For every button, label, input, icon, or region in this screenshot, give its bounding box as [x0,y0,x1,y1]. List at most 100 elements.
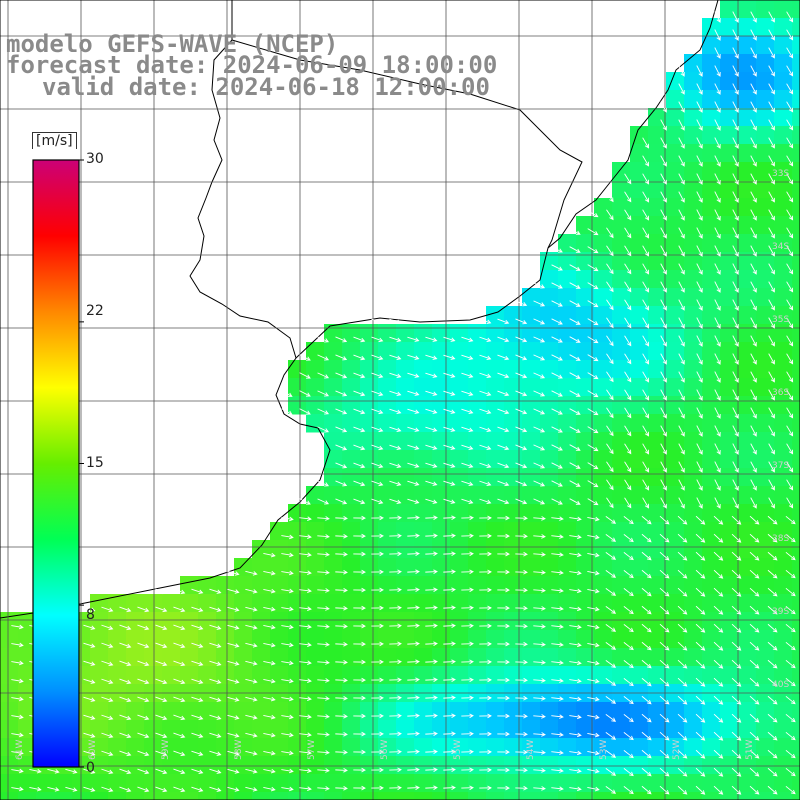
wind-arrow [209,642,222,648]
wind-arrow [371,318,384,325]
wind-arrow [641,749,652,759]
wind-speed-cell [792,126,800,145]
wind-arrow [551,624,564,629]
wind-arrow [335,354,348,361]
wind-arrow [750,227,757,239]
wind-speed-cell [0,666,19,685]
wind-speed-cell [792,198,800,217]
wind-speed-cell [198,738,217,757]
wind-arrow [732,299,739,311]
wind-arrow [696,407,703,419]
wind-speed-cell [468,558,487,577]
wind-arrow [479,444,492,451]
wind-speed-cell [414,504,433,523]
wind-speed-cell [792,72,800,91]
wind-speed-cell [378,630,397,649]
wind-arrow [678,263,685,275]
wind-arrow [569,786,582,792]
wind-arrow [155,732,168,739]
wind-arrow [642,353,649,365]
wind-arrow [678,317,685,329]
wind-arrow [443,569,456,575]
wind-speed-cell [432,522,451,541]
wind-arrow [317,390,330,397]
wind-arrow [714,443,721,455]
wind-arrow [641,695,652,705]
wind-arrow [245,624,258,630]
lon-label: 59W [161,740,171,760]
wind-arrow [678,443,685,455]
wind-arrow [551,552,564,557]
wind-arrow [389,426,402,432]
wind-arrow [713,587,724,597]
wind-speed-cell [0,648,19,667]
wind-arrow [533,282,546,289]
wind-arrow [443,551,456,557]
wind-speed-cell [774,90,793,109]
wind-arrow [624,443,632,455]
wind-arrow [587,228,599,236]
wind-arrow [533,534,546,539]
wind-arrow [641,623,652,633]
wind-arrow [353,641,366,647]
wind-speed-cell [288,360,307,379]
wind-speed-cell [414,774,433,793]
wind-arrow [533,336,546,343]
wind-speed-cell [432,594,451,613]
wind-arrow [407,390,420,396]
wind-arrow [660,443,667,455]
wind-arrow [317,786,330,791]
wind-arrow [461,336,474,342]
wind-arrow [461,785,474,791]
wind-speed-cell [756,54,775,73]
wind-arrow [551,246,563,253]
wind-arrow [569,696,582,702]
wind-speed-cell [450,666,469,685]
wind-arrow [605,786,617,794]
wind-arrow [750,281,757,293]
wind-speed-cell [198,630,217,649]
wind-arrow [263,588,276,594]
wind-arrow [713,677,724,687]
wind-speed-cell [612,288,631,307]
wind-arrow [101,750,114,757]
wind-arrow [714,389,721,401]
wind-arrow [551,750,564,755]
wind-arrow [209,624,222,630]
wind-arrow [137,696,150,703]
wind-arrow [677,695,688,705]
wind-arrow [443,605,456,611]
wind-arrow [660,353,667,365]
wind-arrow [695,695,706,705]
wind-arrow [299,606,312,611]
wind-arrow [696,155,703,167]
wind-arrow [371,713,384,719]
wind-arrow [713,749,724,759]
wind-arrow [696,389,703,401]
wind-speed-cell [792,414,800,433]
wind-arrow [533,372,546,379]
wind-arrow [749,587,760,597]
wind-arrow [299,354,311,361]
wind-arrow [425,533,438,539]
wind-arrow [714,29,721,41]
wind-arrow [768,101,775,113]
wind-arrow [551,534,564,539]
wind-arrow [281,390,293,397]
wind-arrow [227,678,240,684]
wind-arrow [479,408,492,415]
wind-arrow [569,624,582,630]
wind-arrow [479,336,492,343]
wind-arrow [623,731,634,741]
wind-arrow [732,173,739,185]
wind-arrow [443,641,456,647]
wind-arrow [11,660,24,666]
wind-arrow [119,768,132,775]
wind-arrow [768,209,775,221]
wind-arrow [11,714,24,720]
wind-arrow [83,768,96,774]
wind-speed-cell [792,36,800,55]
wind-speed-cell [792,486,800,505]
grid-labels: 61W 60W 59W 58W 57W 56W 55W 54W 53W 52W 51W 33S 34S 3… [15,169,789,760]
